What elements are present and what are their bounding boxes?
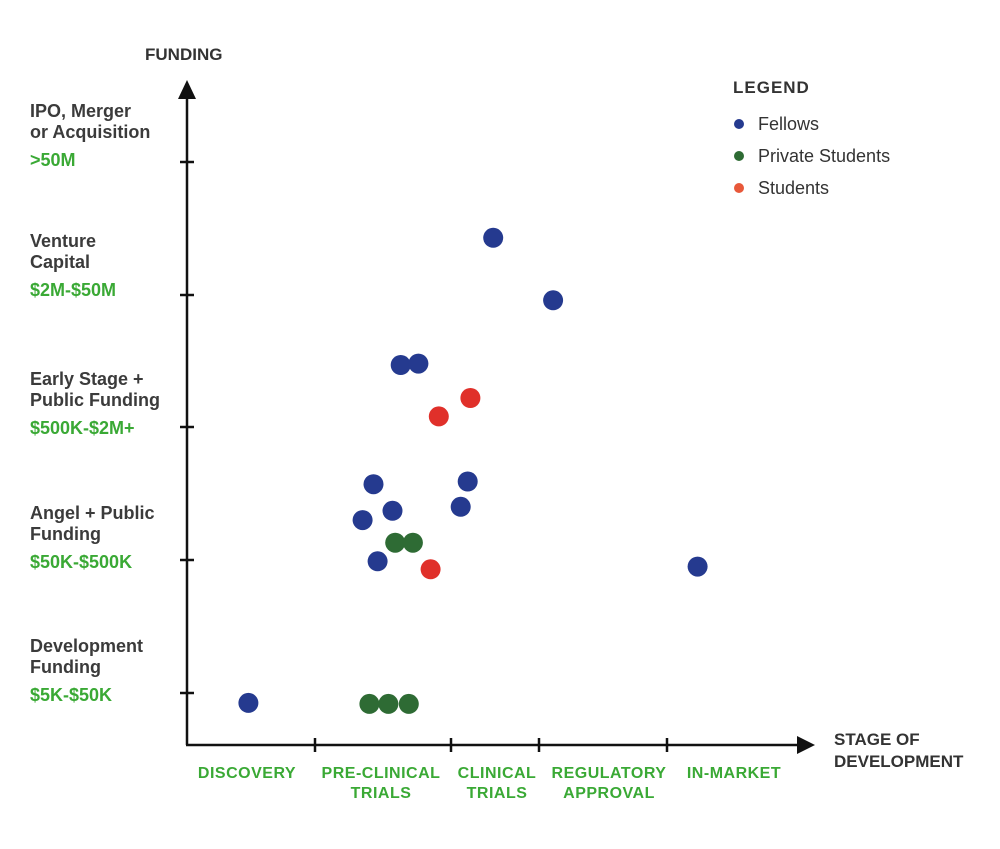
data-point-fellows bbox=[543, 290, 564, 311]
y-category-label: IPO, Merger bbox=[30, 101, 131, 121]
y-category-label: Capital bbox=[30, 252, 90, 272]
data-point-fellows bbox=[457, 471, 478, 492]
y-category-range: $500K-$2M+ bbox=[30, 418, 135, 438]
legend-marker-private-students bbox=[734, 151, 744, 161]
data-point-students bbox=[420, 559, 441, 580]
axes bbox=[178, 80, 815, 754]
data-point-private-students bbox=[402, 532, 423, 553]
data-point-fellows bbox=[238, 692, 259, 713]
y-category-label: Funding bbox=[30, 657, 101, 677]
x-category-label: REGULATORY bbox=[552, 765, 667, 782]
y-category-label: Early Stage + bbox=[30, 369, 144, 389]
legend-marker-fellows bbox=[734, 119, 744, 129]
data-point-fellows bbox=[352, 510, 373, 531]
legend-label-students: Students bbox=[758, 178, 829, 198]
data-point-private-students bbox=[385, 532, 406, 553]
x-category-label: DISCOVERY bbox=[198, 765, 296, 782]
x-category-label: PRE-CLINICAL bbox=[322, 765, 441, 782]
data-point-students bbox=[428, 406, 449, 427]
legend-title: LEGEND bbox=[733, 78, 810, 97]
x-axis-arrow-icon bbox=[797, 736, 815, 754]
y-category-label: Public Funding bbox=[30, 390, 160, 410]
data-point-fellows bbox=[687, 556, 708, 577]
y-category-label: Funding bbox=[30, 524, 101, 544]
y-category-range: >50M bbox=[30, 150, 76, 170]
y-category-range: $5K-$50K bbox=[30, 685, 112, 705]
y-category-range: $50K-$500K bbox=[30, 552, 132, 572]
legend-label-private-students: Private Students bbox=[758, 146, 890, 166]
x-category-label: CLINICAL bbox=[458, 765, 537, 782]
legend: LEGEND Fellows Private Students Students bbox=[733, 78, 890, 198]
data-point-fellows bbox=[367, 551, 388, 572]
x-axis-title-line-2: DEVELOPMENT bbox=[834, 752, 964, 771]
data-point-private-students bbox=[398, 693, 419, 714]
data-point-fellows bbox=[382, 500, 403, 521]
data-point-private-students bbox=[359, 693, 380, 714]
y-category-label: Development bbox=[30, 636, 143, 656]
x-axis-title-line-1: STAGE OF bbox=[834, 730, 920, 749]
data-point-students bbox=[460, 388, 481, 408]
x-category-label: APPROVAL bbox=[563, 785, 655, 802]
data-point-fellows bbox=[483, 227, 504, 248]
y-category-label: Venture bbox=[30, 231, 96, 251]
y-axis-arrow-icon bbox=[178, 80, 196, 99]
x-category-label: TRIALS bbox=[351, 785, 412, 802]
legend-marker-students bbox=[734, 183, 744, 193]
data-point-fellows bbox=[363, 474, 384, 495]
y-category-label: or Acquisition bbox=[30, 122, 150, 142]
y-category-range: $2M-$50M bbox=[30, 280, 116, 300]
data-point-fellows bbox=[408, 353, 429, 374]
y-axis-title: FUNDING bbox=[145, 45, 222, 64]
data-point-fellows bbox=[450, 496, 471, 517]
x-category-label: IN-MARKET bbox=[687, 765, 781, 782]
legend-label-fellows: Fellows bbox=[758, 114, 819, 134]
x-category-label: TRIALS bbox=[467, 785, 528, 802]
data-point-fellows bbox=[390, 355, 411, 375]
data-point-private-students bbox=[378, 693, 399, 714]
y-category-label: Angel + Public bbox=[30, 503, 155, 523]
